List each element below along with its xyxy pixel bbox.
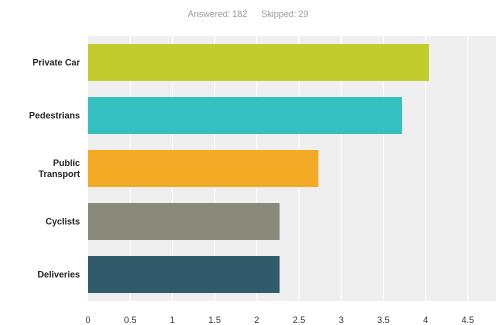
bar [88, 44, 429, 81]
category-label-line: Transport [38, 169, 80, 179]
x-tick-label: 1 [170, 315, 175, 325]
category-label: Pedestrians [29, 111, 80, 121]
answered-label: Answered: [187, 9, 231, 19]
category-label-line: Pedestrians [29, 111, 80, 121]
bar [88, 150, 319, 187]
bar [88, 256, 280, 293]
skipped-count: 29 [298, 9, 309, 19]
x-tick-label: 1.5 [208, 315, 221, 325]
category-label: Public Transport [38, 158, 80, 179]
x-tick-label: 0 [85, 315, 90, 325]
category-label-line: Deliveries [37, 270, 80, 280]
category-label: Private Car [32, 58, 80, 68]
answered-count: 182 [232, 9, 248, 19]
x-tick-label: 4 [423, 315, 428, 325]
category-label: Deliveries [37, 270, 80, 280]
x-tick-label: 0.5 [124, 315, 137, 325]
skipped-label: Skipped: [261, 9, 297, 19]
x-tick-label: 3 [339, 315, 344, 325]
x-tick-label: 3.5 [377, 315, 390, 325]
x-tick-label: 2 [254, 315, 259, 325]
category-label: Cyclists [45, 217, 80, 227]
x-tick-label: 4.5 [462, 315, 475, 325]
x-tick-label: 2.5 [293, 315, 306, 325]
category-label-line: Cyclists [45, 217, 80, 227]
response-summary: Answered: 182 Skipped: 29 [0, 9, 496, 19]
category-label-line: Public [53, 158, 80, 168]
bar [88, 203, 280, 240]
category-label-line: Private Car [32, 58, 80, 68]
bar [88, 97, 402, 134]
